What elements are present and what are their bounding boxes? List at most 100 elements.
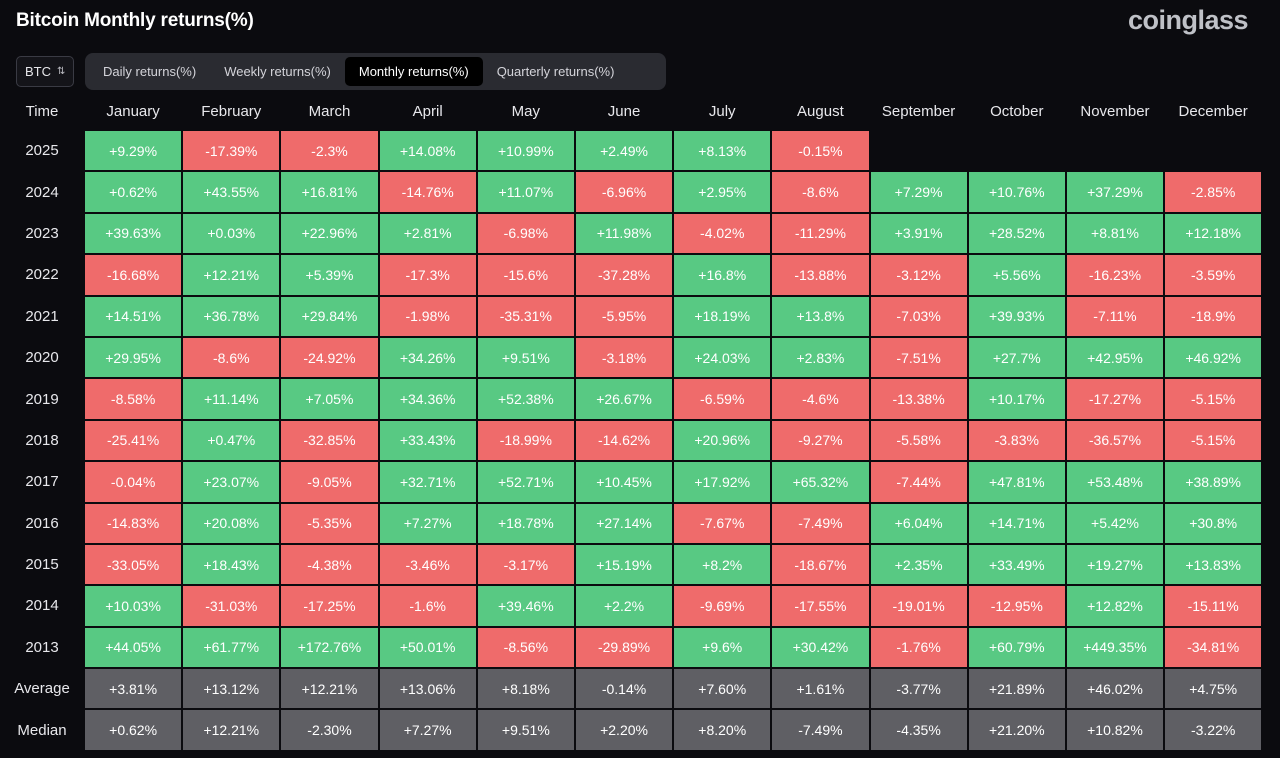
- return-cell[interactable]: -32.85%: [280, 419, 379, 462]
- return-cell[interactable]: +39.93%: [967, 295, 1066, 337]
- return-cell[interactable]: -8.58%: [84, 378, 183, 420]
- return-cell[interactable]: +13.8%: [771, 295, 870, 337]
- return-cell[interactable]: -19.01%: [869, 585, 968, 627]
- return-cell[interactable]: +30.8%: [1164, 502, 1263, 544]
- return-cell[interactable]: -17.39%: [182, 130, 281, 172]
- stat-cell[interactable]: -7.49%: [771, 709, 870, 751]
- return-cell[interactable]: +2.81%: [378, 212, 477, 255]
- return-cell[interactable]: -5.95%: [574, 295, 674, 337]
- return-cell[interactable]: +52.71%: [476, 461, 575, 503]
- stat-cell[interactable]: -0.14%: [574, 668, 674, 710]
- return-cell[interactable]: +16.81%: [280, 171, 379, 213]
- return-cell[interactable]: +14.71%: [967, 502, 1066, 544]
- return-cell[interactable]: +29.84%: [280, 295, 379, 337]
- return-cell[interactable]: -14.76%: [378, 171, 477, 213]
- asset-select[interactable]: BTC ⇅: [16, 56, 74, 87]
- stat-cell[interactable]: -2.30%: [280, 709, 379, 751]
- return-cell[interactable]: -3.83%: [967, 419, 1066, 462]
- return-cell[interactable]: +14.51%: [84, 295, 183, 337]
- return-cell[interactable]: +10.03%: [84, 585, 183, 627]
- return-cell[interactable]: +32.71%: [378, 461, 477, 503]
- stat-cell[interactable]: +7.60%: [673, 668, 772, 710]
- return-cell[interactable]: -6.98%: [476, 212, 575, 255]
- return-cell[interactable]: +38.89%: [1164, 461, 1263, 503]
- return-cell[interactable]: +18.43%: [182, 543, 281, 586]
- return-cell[interactable]: -24.92%: [280, 336, 379, 379]
- return-cell[interactable]: +449.35%: [1065, 626, 1165, 669]
- return-cell[interactable]: +2.49%: [574, 130, 674, 172]
- return-cell[interactable]: -4.6%: [771, 378, 870, 420]
- return-cell[interactable]: -9.05%: [280, 461, 379, 503]
- return-cell[interactable]: -37.28%: [574, 254, 674, 296]
- return-cell[interactable]: +27.7%: [967, 336, 1066, 379]
- return-cell[interactable]: +2.35%: [869, 543, 968, 586]
- return-cell[interactable]: -12.95%: [967, 585, 1066, 627]
- return-cell[interactable]: +7.05%: [280, 378, 379, 420]
- return-cell[interactable]: +12.18%: [1164, 212, 1263, 255]
- return-cell[interactable]: -18.9%: [1164, 295, 1263, 337]
- return-cell[interactable]: +16.8%: [673, 254, 772, 296]
- stat-cell[interactable]: +46.02%: [1065, 668, 1165, 710]
- return-cell[interactable]: +33.43%: [378, 419, 477, 462]
- return-cell[interactable]: -7.67%: [673, 502, 772, 544]
- return-cell[interactable]: -4.38%: [280, 543, 379, 586]
- return-cell[interactable]: +27.14%: [574, 502, 674, 544]
- return-cell[interactable]: +9.29%: [84, 130, 183, 172]
- return-cell[interactable]: +20.08%: [182, 502, 281, 544]
- return-cell[interactable]: +10.45%: [574, 461, 674, 503]
- return-cell[interactable]: -15.11%: [1164, 585, 1263, 627]
- return-cell[interactable]: +53.48%: [1065, 461, 1165, 503]
- return-cell[interactable]: +10.99%: [476, 130, 575, 172]
- return-cell[interactable]: -7.49%: [771, 502, 870, 544]
- return-cell[interactable]: +2.2%: [574, 585, 674, 627]
- return-cell[interactable]: -18.67%: [771, 543, 870, 586]
- stat-cell[interactable]: +10.82%: [1065, 709, 1165, 751]
- return-cell[interactable]: -18.99%: [476, 419, 575, 462]
- stat-cell[interactable]: +12.21%: [182, 709, 281, 751]
- stat-cell[interactable]: -3.22%: [1164, 709, 1263, 751]
- return-cell[interactable]: +29.95%: [84, 336, 183, 379]
- tab-monthly-returns[interactable]: Monthly returns(%): [344, 57, 483, 86]
- return-cell[interactable]: -31.03%: [182, 585, 281, 627]
- stat-cell[interactable]: +21.89%: [967, 668, 1066, 710]
- return-cell[interactable]: -13.38%: [869, 378, 968, 420]
- return-cell[interactable]: +33.49%: [967, 543, 1066, 586]
- return-cell[interactable]: -11.29%: [771, 212, 870, 255]
- return-cell[interactable]: +42.95%: [1065, 336, 1165, 379]
- return-cell[interactable]: +12.21%: [182, 254, 281, 296]
- tab-quarterly-returns[interactable]: Quarterly returns(%): [496, 64, 615, 79]
- return-cell[interactable]: +36.78%: [182, 295, 281, 337]
- return-cell[interactable]: -8.6%: [771, 171, 870, 213]
- return-cell[interactable]: -2.3%: [280, 130, 379, 172]
- return-cell[interactable]: -1.98%: [378, 295, 477, 337]
- stat-cell[interactable]: +13.12%: [182, 668, 281, 710]
- return-cell[interactable]: -7.44%: [869, 461, 968, 503]
- return-cell[interactable]: +46.92%: [1164, 336, 1263, 379]
- return-cell[interactable]: +50.01%: [378, 626, 477, 669]
- return-cell[interactable]: -13.88%: [771, 254, 870, 296]
- return-cell[interactable]: -16.68%: [84, 254, 183, 296]
- return-cell[interactable]: -3.59%: [1164, 254, 1263, 296]
- return-cell[interactable]: -3.46%: [378, 543, 477, 586]
- return-cell[interactable]: -3.17%: [476, 543, 575, 586]
- return-cell[interactable]: -14.62%: [574, 419, 674, 462]
- return-cell[interactable]: +47.81%: [967, 461, 1066, 503]
- stat-cell[interactable]: -4.35%: [869, 709, 968, 751]
- return-cell[interactable]: +34.36%: [378, 378, 477, 420]
- return-cell[interactable]: -8.56%: [476, 626, 575, 669]
- return-cell[interactable]: +0.62%: [84, 171, 183, 213]
- return-cell[interactable]: -1.6%: [378, 585, 477, 627]
- return-cell[interactable]: +8.2%: [673, 543, 772, 586]
- return-cell[interactable]: +26.67%: [574, 378, 674, 420]
- return-cell[interactable]: +18.78%: [476, 502, 575, 544]
- return-cell[interactable]: -17.3%: [378, 254, 477, 296]
- return-cell[interactable]: -9.27%: [771, 419, 870, 462]
- stat-cell[interactable]: +8.18%: [476, 668, 575, 710]
- return-cell[interactable]: +5.42%: [1065, 502, 1165, 544]
- return-cell[interactable]: -16.23%: [1065, 254, 1165, 296]
- return-cell[interactable]: +17.92%: [673, 461, 772, 503]
- return-cell[interactable]: -36.57%: [1065, 419, 1165, 462]
- return-cell[interactable]: -15.6%: [476, 254, 575, 296]
- stat-cell[interactable]: +0.62%: [84, 709, 183, 751]
- stat-cell[interactable]: +3.81%: [84, 668, 183, 710]
